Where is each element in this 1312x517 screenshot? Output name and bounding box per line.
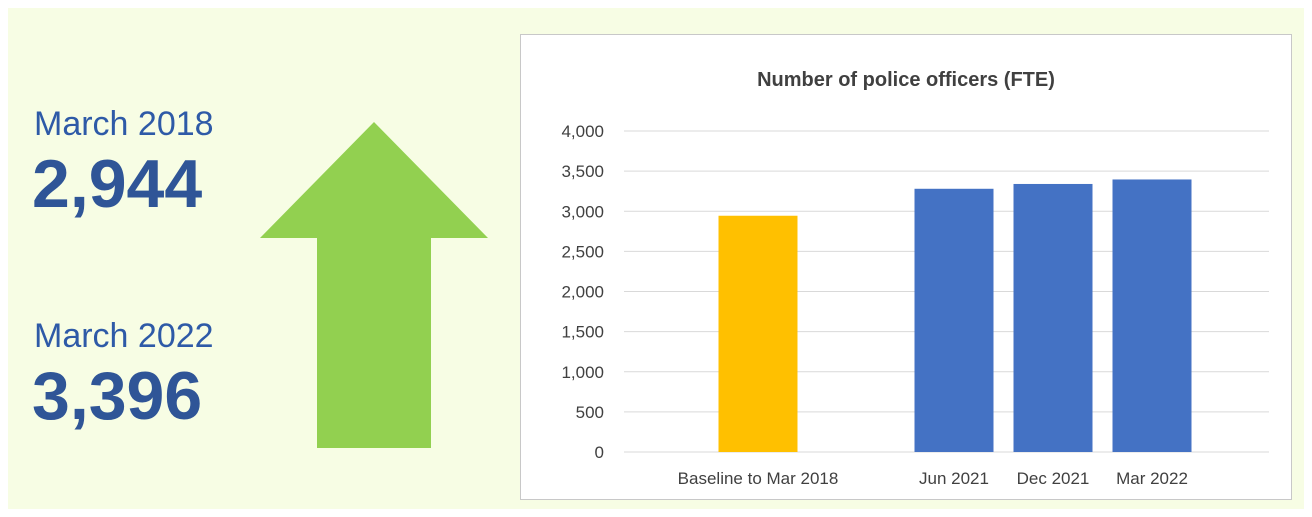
baseline-officer-count: 2,944	[32, 146, 203, 222]
y-tick-label: 4,000	[561, 122, 604, 141]
y-tick-label: 1,000	[561, 363, 604, 382]
y-tick-label: 3,000	[561, 202, 604, 221]
chart-bars	[718, 179, 1192, 452]
chart-title: Number of police officers (FTE)	[757, 69, 1055, 91]
y-tick-label: 500	[576, 403, 604, 422]
y-tick-label: 0	[595, 443, 604, 462]
x-tick-label: Dec 2021	[1017, 469, 1090, 488]
bar-dec-2021	[1013, 183, 1093, 452]
bar-jun-2021	[914, 188, 994, 452]
x-axis-tick-labels: Baseline to Mar 2018 Jun 2021 Dec 2021 Mar …	[678, 469, 1188, 488]
bar-mar-2022	[1112, 179, 1192, 452]
y-tick-label: 3,500	[561, 162, 604, 181]
x-tick-label: Mar 2022	[1116, 469, 1188, 488]
bar-baseline-to-mar-2018	[718, 215, 798, 452]
y-tick-label: 2,500	[561, 242, 604, 261]
officer-count-chart: Number of police officers (FTE) 0 500 1,00…	[520, 34, 1292, 500]
infographic-panel: March 2018 2,944 March 2022 3,396 Number…	[8, 8, 1304, 509]
y-tick-label: 2,000	[561, 283, 604, 302]
latest-date-label: March 2022	[34, 317, 214, 355]
x-tick-label: Baseline to Mar 2018	[678, 469, 839, 488]
latest-officer-count: 3,396	[32, 358, 203, 434]
y-axis-tick-labels: 0 500 1,000 1,500 2,000 2,500 3,000 3,500 4,000	[561, 122, 604, 462]
y-tick-label: 1,500	[561, 323, 604, 342]
x-tick-label: Jun 2021	[919, 469, 989, 488]
chart-canvas: Number of police officers (FTE) 0 500 1,00…	[561, 69, 1269, 488]
up-arrow-icon	[260, 122, 488, 448]
baseline-date-label: March 2018	[34, 105, 214, 143]
